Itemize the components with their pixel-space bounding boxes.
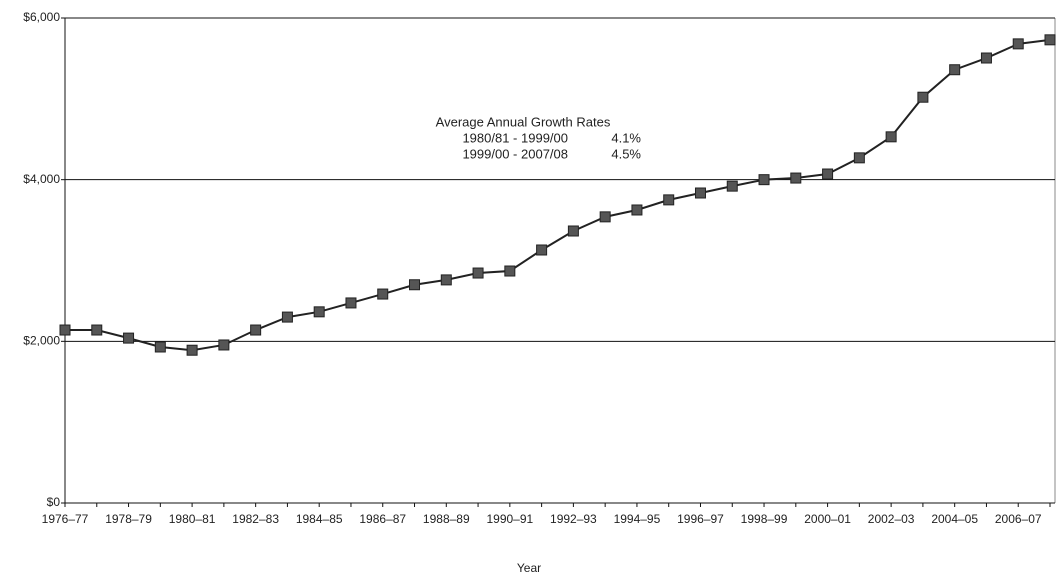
point-marker — [663, 194, 675, 206]
point-marker — [599, 211, 611, 223]
point-marker — [472, 267, 484, 279]
x-tick-label: 1996–97 — [677, 512, 724, 526]
point-marker — [250, 324, 262, 336]
point-marker — [281, 311, 293, 323]
point-marker — [694, 187, 706, 199]
point-marker — [504, 265, 516, 277]
point-marker — [377, 288, 389, 300]
x-tick-label: 1998–99 — [741, 512, 788, 526]
point-marker — [1044, 34, 1056, 46]
point-marker — [822, 168, 834, 180]
point-marker — [59, 324, 71, 336]
series-line — [65, 38, 1051, 352]
point-marker — [1012, 38, 1024, 50]
x-tick-label: 2004–05 — [931, 512, 978, 526]
point-marker — [917, 91, 929, 103]
x-tick-label: 1978–79 — [105, 512, 152, 526]
annotation-period: 1999/00 - 2007/08 — [462, 146, 568, 161]
point-marker — [758, 174, 770, 186]
point-marker — [631, 204, 643, 216]
annotation-title: Average Annual Growth Rates — [436, 114, 611, 129]
annotation-period: 1980/81 - 1999/00 — [462, 130, 568, 145]
x-tick-label: 2000–01 — [804, 512, 851, 526]
x-tick-label: 1982–83 — [232, 512, 279, 526]
point-marker — [790, 172, 802, 184]
annotation-rate: 4.5% — [611, 146, 641, 161]
x-tick-label: 2002–03 — [868, 512, 915, 526]
x-tick-label: 1986–87 — [359, 512, 406, 526]
point-marker — [345, 297, 357, 309]
x-tick-label: 1984–85 — [296, 512, 343, 526]
x-tick-label: 1992–93 — [550, 512, 597, 526]
point-marker — [91, 324, 103, 336]
point-marker — [980, 52, 992, 64]
x-tick-label: 1976–77 — [42, 512, 89, 526]
x-tick-label: 1980–81 — [169, 512, 216, 526]
point-marker — [567, 225, 579, 237]
x-tick-label: 1994–95 — [614, 512, 661, 526]
point-marker — [885, 131, 897, 143]
point-marker — [726, 180, 738, 192]
x-tick-label: 1988–89 — [423, 512, 470, 526]
x-tick-label: 1990–91 — [486, 512, 533, 526]
point-marker — [440, 274, 452, 286]
y-tick-label: $4,000 — [23, 172, 60, 186]
point-marker — [853, 152, 865, 164]
x-axis-title: Year — [517, 561, 541, 575]
point-marker — [536, 244, 548, 256]
point-marker — [186, 344, 198, 356]
annotation-rate: 4.1% — [611, 130, 641, 145]
y-tick-label: $0 — [47, 495, 61, 509]
point-marker — [123, 332, 135, 344]
y-tick-label: $6,000 — [23, 10, 60, 24]
point-marker — [409, 279, 421, 291]
x-tick-label: 2006–07 — [995, 512, 1042, 526]
point-marker — [154, 341, 166, 353]
point-marker — [949, 64, 961, 76]
point-marker — [313, 306, 325, 318]
y-tick-label: $2,000 — [23, 334, 60, 348]
point-marker — [218, 339, 230, 351]
